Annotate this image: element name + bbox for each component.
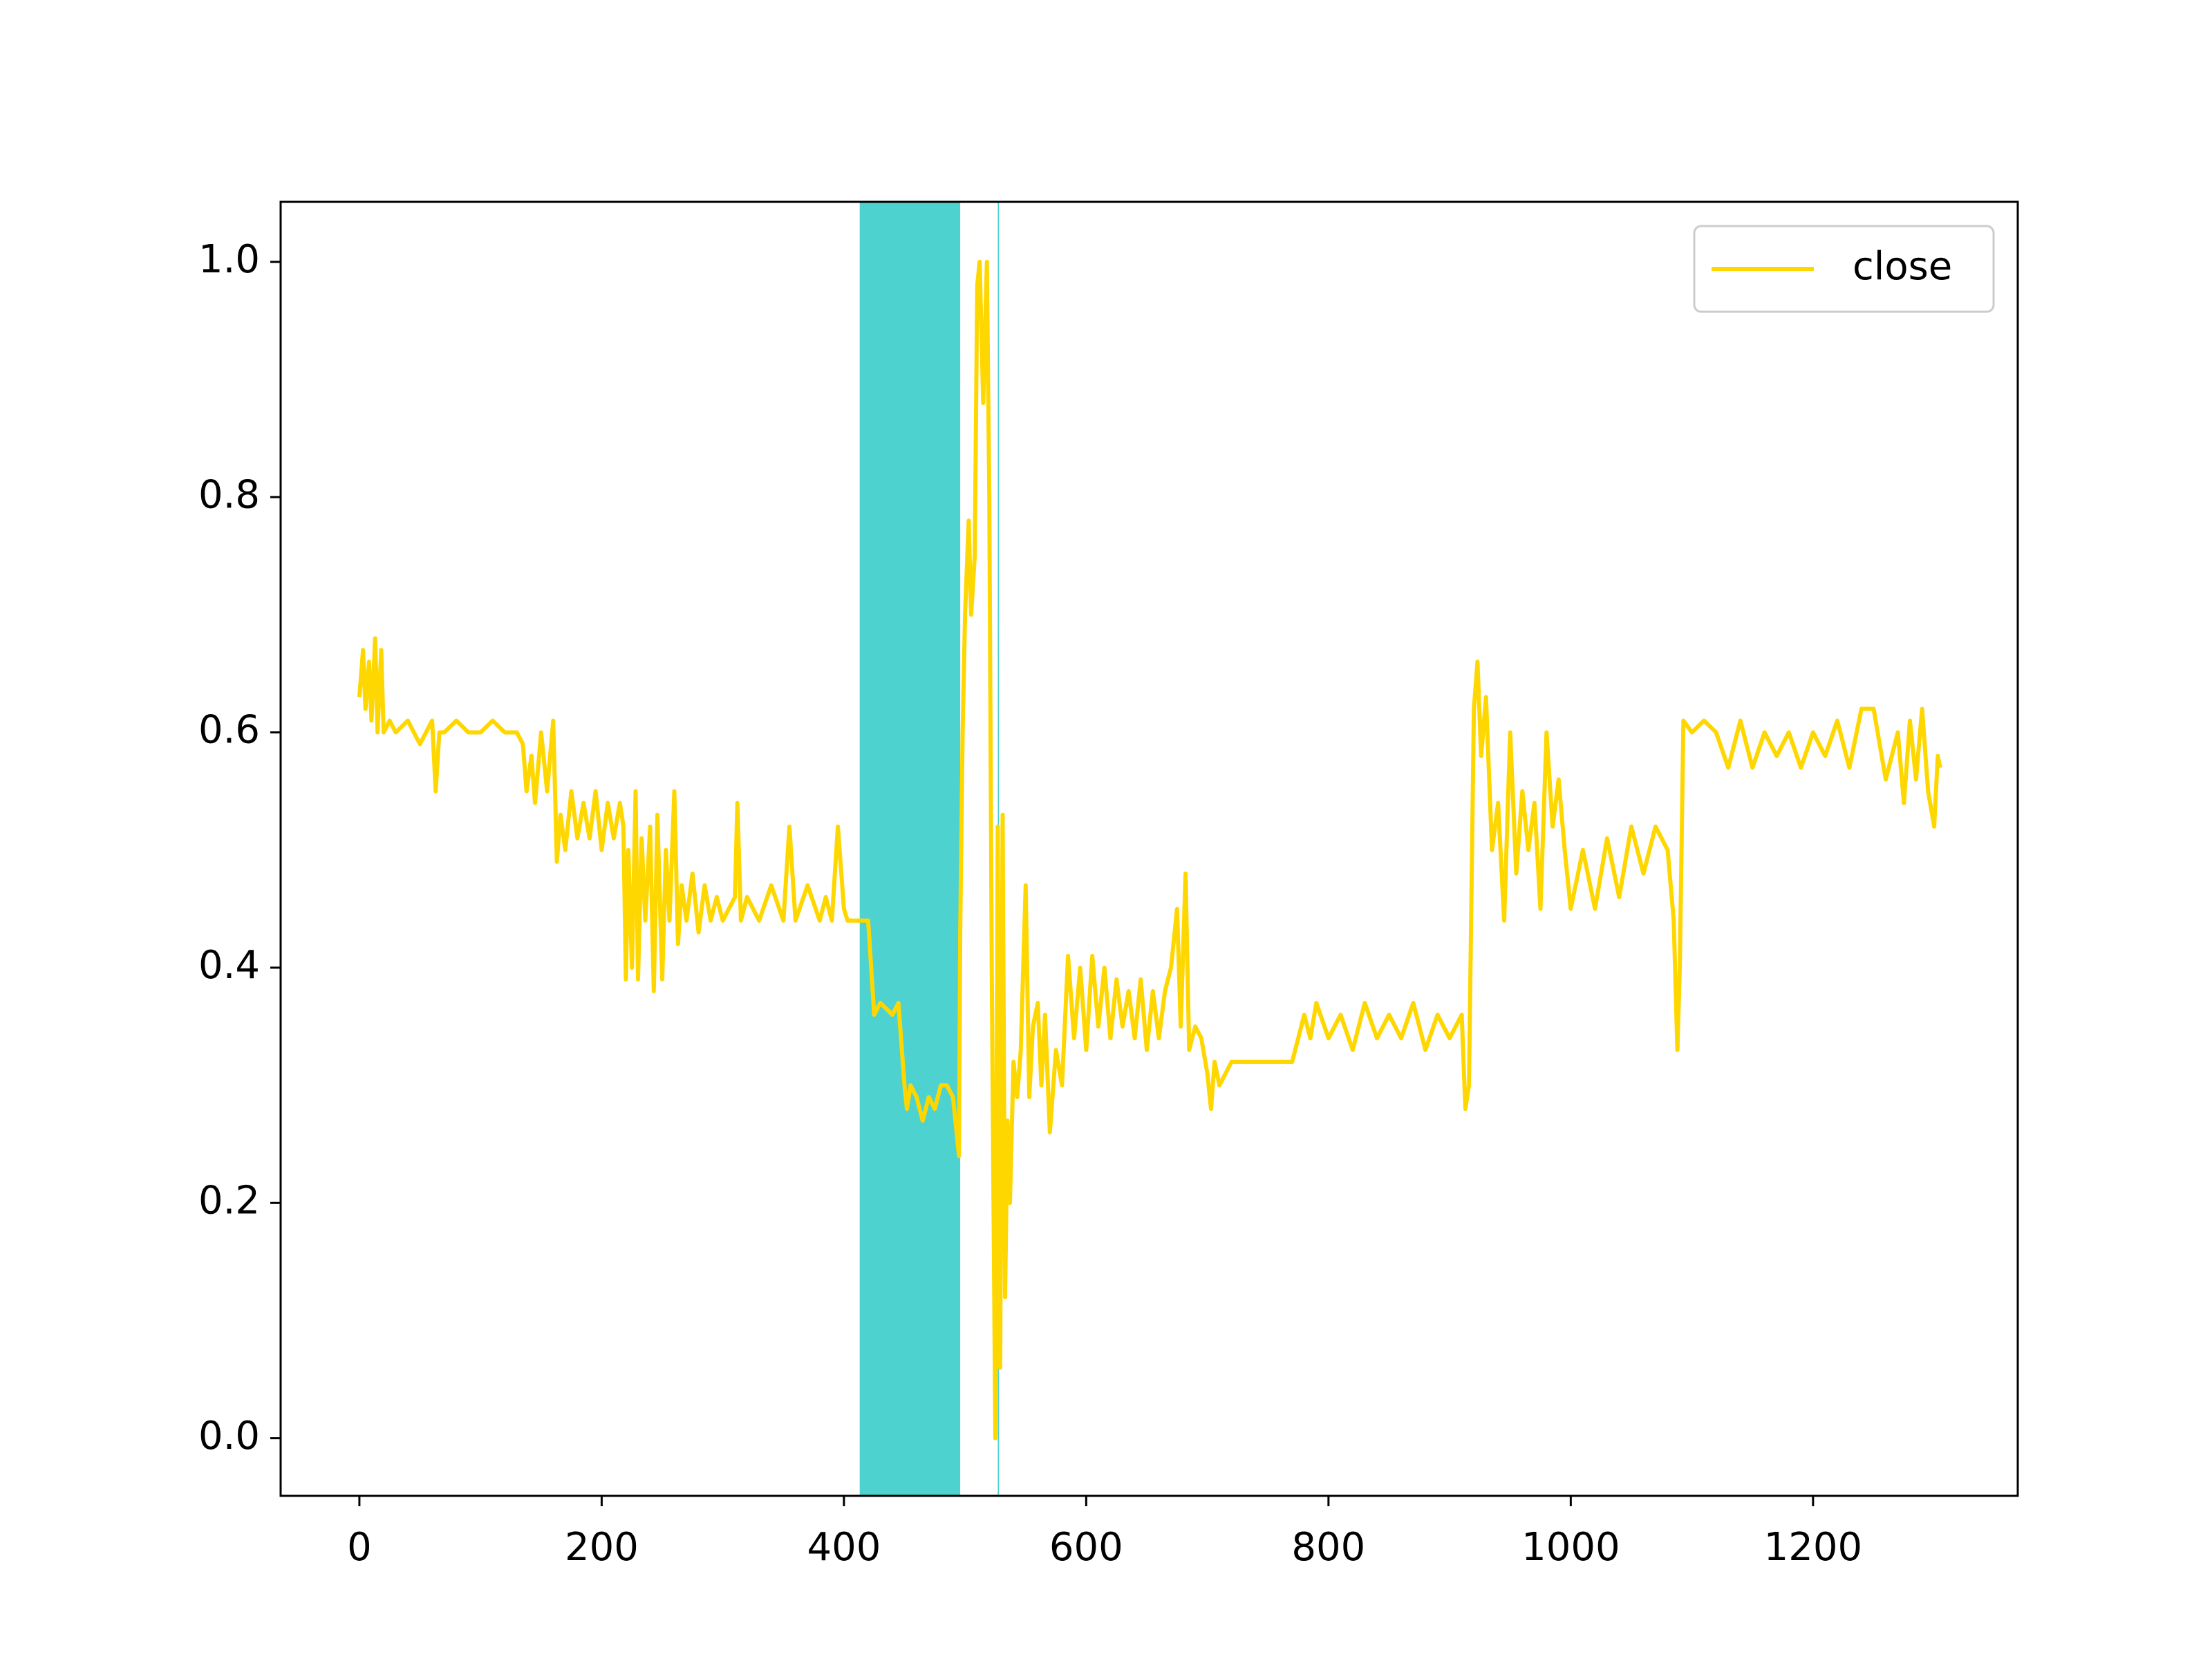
axes-frame xyxy=(279,200,2019,1497)
x-tick-label: 1000 xyxy=(1521,1525,1620,1570)
y-tick-label: 0.0 xyxy=(198,1414,260,1459)
x-tick-label: 1200 xyxy=(1764,1525,1863,1570)
y-tick-label: 0.6 xyxy=(198,708,260,753)
legend-label: close xyxy=(1853,244,1952,289)
x-tick-label: 0 xyxy=(347,1525,372,1570)
x-tick-label: 600 xyxy=(1049,1525,1123,1570)
x-tick-label: 400 xyxy=(807,1525,881,1570)
x-tick-label: 200 xyxy=(565,1525,639,1570)
y-tick-label: 1.0 xyxy=(198,237,260,282)
data-line xyxy=(357,259,1942,1441)
y-tick-label: 0.8 xyxy=(198,472,260,517)
x-tick-label: 800 xyxy=(1291,1525,1365,1570)
y-tick-label: 0.4 xyxy=(198,943,260,988)
legend-box xyxy=(1693,225,1995,313)
highlight-span xyxy=(859,202,961,1496)
y-tick-label: 0.2 xyxy=(198,1178,260,1223)
